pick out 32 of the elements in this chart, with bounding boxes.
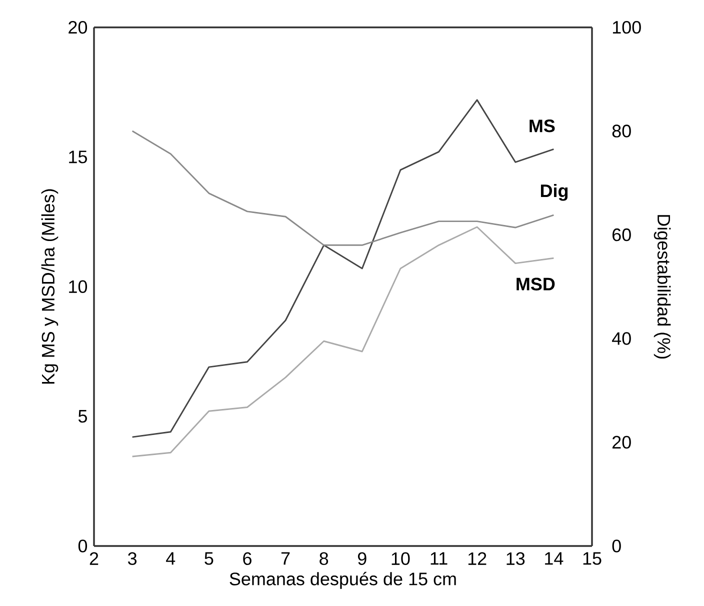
y-tick-label: 10 [69, 280, 88, 294]
y-tick-label: 20 [68, 20, 88, 34]
x-tick-label: 13 [506, 552, 525, 565]
y-tick-label: 0 [78, 540, 88, 552]
x-tick-label: 4 [166, 552, 176, 565]
series-label: Dig [540, 184, 568, 201]
x-tick-label: 6 [243, 552, 252, 565]
y2-tick-label: 0 [612, 540, 621, 552]
x-tick-label: 12 [468, 552, 486, 565]
line-series [132, 226, 554, 458]
y2-tick-label: 40 [612, 332, 631, 345]
y2-tick-label: 60 [612, 228, 631, 242]
y-axis-title: Kg MS y MSD/ha (Miles) [41, 189, 58, 384]
y-tick-label: 5 [78, 410, 87, 423]
y2-tick-label: 80 [612, 124, 631, 138]
x-tick-label: 3 [128, 552, 137, 565]
x-axis-title: Semanas después de 15 cm [230, 572, 456, 589]
y2-tick-label: 20 [612, 436, 631, 449]
x-tick-label: 5 [204, 552, 214, 565]
x-tick-label: 2 [90, 552, 98, 565]
series-label: MS [530, 120, 555, 132]
series-label: MSD [516, 278, 555, 290]
y-tick-label: 15 [69, 150, 87, 164]
x-tick-label: 7 [281, 552, 290, 565]
x-tick-label: 9 [358, 552, 366, 565]
x-tick-label: 15 [583, 552, 602, 565]
x-tick-label: 11 [430, 552, 448, 565]
y2-tick-label: 100 [612, 20, 641, 34]
x-tick-label: 14 [545, 552, 564, 565]
x-tick-label: 8 [320, 552, 328, 565]
y2-axis-title: Digestabilidad (%) [654, 215, 671, 359]
x-tick-label: 10 [392, 552, 410, 565]
